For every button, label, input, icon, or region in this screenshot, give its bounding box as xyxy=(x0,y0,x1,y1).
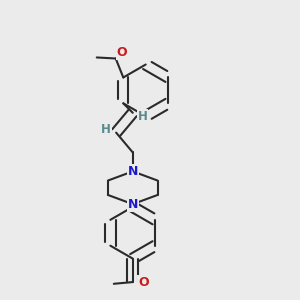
Text: O: O xyxy=(139,276,149,289)
Text: H: H xyxy=(101,123,111,136)
Text: O: O xyxy=(117,46,127,59)
Text: N: N xyxy=(128,198,138,211)
Text: H: H xyxy=(137,110,147,123)
Text: N: N xyxy=(128,165,138,178)
